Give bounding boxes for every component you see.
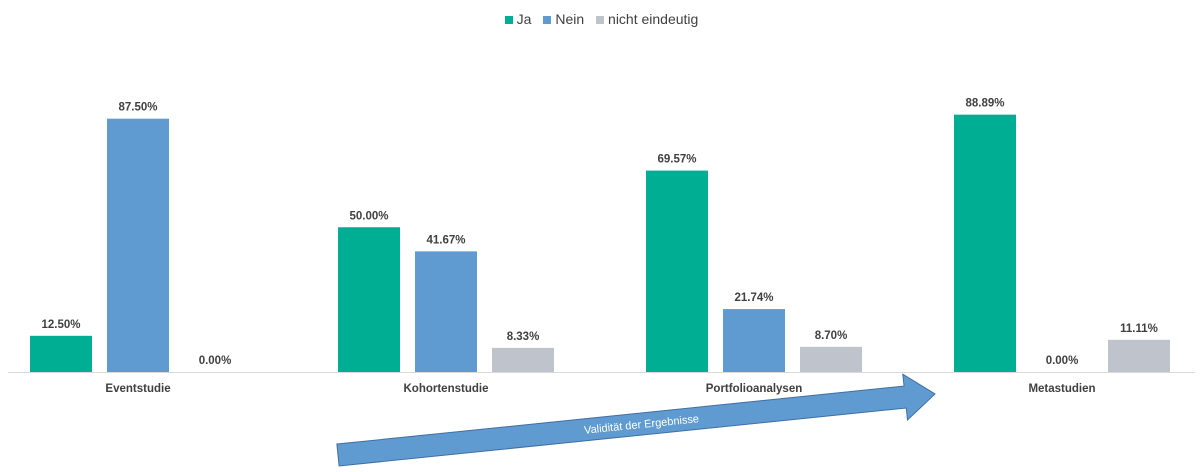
- data-label-nicht-eindeutig-portfolioanalysen: 8.70%: [815, 330, 848, 342]
- arrow-shape: [336, 373, 936, 467]
- data-label-ja-metastudien: 88.89%: [965, 98, 1004, 110]
- bar-nicht-eindeutig-metastudien: [1108, 339, 1170, 372]
- data-label-nicht-eindeutig-metastudien: 11.11%: [1120, 323, 1158, 335]
- bar-ja-portfolioanalysen: [646, 170, 708, 372]
- bar-nicht-eindeutig-kohortenstudie: [492, 347, 554, 372]
- category-label-eventstudie: Eventstudie: [105, 383, 170, 395]
- legend-label-nein: Nein: [555, 11, 585, 27]
- legend: Ja Nein nicht eindeutig: [0, 11, 1203, 27]
- category-label-kohortenstudie: Kohortenstudie: [404, 383, 489, 395]
- bar-nicht-eindeutig-portfolioanalysen: [800, 346, 862, 372]
- data-label-nein-kohortenstudie: 41.67%: [426, 234, 465, 246]
- bar-ja-kohortenstudie: [338, 227, 400, 372]
- data-label-nein-portfolioanalysen: 21.74%: [734, 292, 773, 304]
- bar-ja-eventstudie: [30, 335, 92, 372]
- category-label-portfolioanalysen: Portfolioanalysen: [706, 383, 803, 395]
- bar-nein-portfolioanalysen: [723, 309, 785, 372]
- data-label-nein-eventstudie: 87.50%: [118, 102, 157, 114]
- legend-label-nicht-eindeutig: nicht eindeutig: [608, 11, 699, 27]
- bar-nein-kohortenstudie: [415, 251, 477, 372]
- data-label-ja-portfolioanalysen: 69.57%: [657, 154, 696, 166]
- data-label-ja-kohortenstudie: 50.00%: [349, 210, 388, 222]
- legend-label-ja: Ja: [516, 11, 532, 27]
- bar-nein-eventstudie: [107, 118, 169, 372]
- data-label-nein-metastudien: 0.00%: [1046, 355, 1079, 367]
- legend-swatch-nicht-eindeutig: [596, 16, 605, 24]
- legend-swatch-ja: [504, 16, 513, 24]
- legend-item-nicht-eindeutig: nicht eindeutig: [596, 11, 698, 27]
- category-label-metastudien: Metastudien: [1028, 383, 1095, 395]
- legend-swatch-nein: [543, 16, 552, 24]
- legend-item-ja: Ja: [504, 11, 532, 27]
- data-label-nicht-eindeutig-kohortenstudie: 8.33%: [507, 331, 540, 343]
- validity-arrow: Validität der Ergebnisse: [336, 373, 936, 467]
- data-label-nicht-eindeutig-eventstudie: 0.00%: [199, 355, 232, 367]
- data-label-ja-eventstudie: 12.50%: [41, 319, 80, 331]
- legend-item-nein: Nein: [543, 11, 584, 27]
- bar-ja-metastudien: [954, 114, 1016, 372]
